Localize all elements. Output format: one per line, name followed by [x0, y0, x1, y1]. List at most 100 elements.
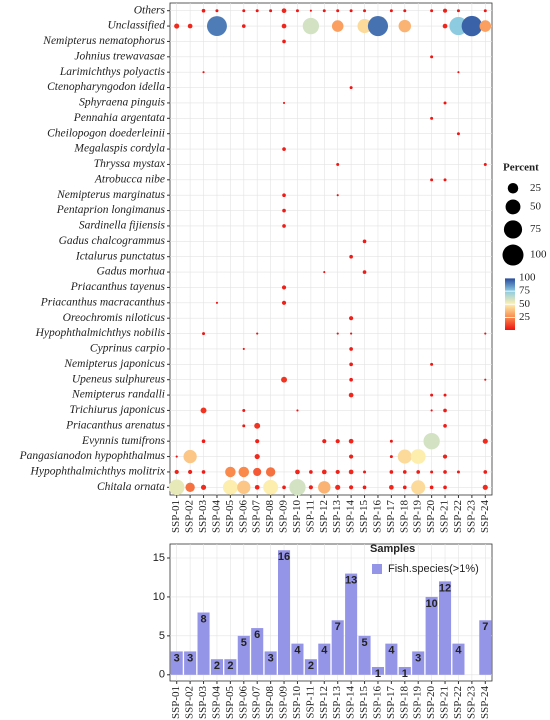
- bubble: [349, 347, 353, 351]
- bubble: [269, 9, 273, 13]
- bubble: [349, 362, 353, 367]
- x-tick-label: SSP-16: [371, 500, 383, 534]
- bar: [291, 643, 304, 675]
- bar: [385, 643, 398, 675]
- bubble: [363, 9, 367, 13]
- x-tick-label: SSP-24: [479, 686, 491, 720]
- bubble: [331, 20, 344, 32]
- bubble: [281, 300, 287, 305]
- bubble: [349, 316, 354, 321]
- bubble: [302, 17, 320, 35]
- legend-size-key: [503, 220, 523, 239]
- bar-value-label: 1: [375, 668, 381, 680]
- bar: [345, 573, 358, 675]
- bubble: [215, 301, 219, 304]
- bubble: [308, 485, 313, 490]
- y-tick-label: Priacanthus tayenus: [70, 281, 166, 293]
- bubble: [242, 424, 246, 428]
- bubble: [263, 479, 279, 495]
- bar-value-label: 7: [335, 621, 341, 633]
- x-tick-label: SSP-10: [291, 686, 303, 720]
- legend-title: Samples: [370, 543, 415, 555]
- bubble: [402, 470, 407, 474]
- y-tick-label: 5: [159, 630, 165, 642]
- bubble: [348, 469, 354, 475]
- bar-value-label: 6: [254, 629, 260, 641]
- y-tick-label: Priacanthus arenatus: [65, 419, 165, 431]
- bar: [331, 620, 344, 675]
- bubble: [442, 8, 448, 13]
- x-tick-label: SSP-03: [197, 500, 209, 534]
- bubble: [349, 454, 354, 459]
- bubble: [174, 23, 180, 29]
- bubble: [295, 9, 299, 13]
- bubble: [254, 453, 260, 460]
- x-tick-label: SSP-01: [170, 686, 182, 719]
- bubble: [443, 423, 447, 428]
- x-tick-label: SSP-11: [304, 686, 316, 719]
- bubble: [201, 8, 206, 13]
- y-tick-label: 0: [159, 669, 165, 681]
- bar-value-label: 2: [308, 660, 314, 672]
- x-tick-label: SSP-15: [358, 500, 370, 534]
- bubble: [336, 332, 339, 335]
- bubble: [397, 449, 412, 464]
- x-tick-label: SSP-05: [224, 500, 236, 534]
- y-tick-label: Thryssa mystax: [94, 158, 166, 170]
- x-tick-label: SSP-20: [425, 686, 437, 720]
- bar: [197, 612, 210, 675]
- bubble: [461, 15, 483, 37]
- bar: [452, 643, 465, 675]
- bubble: [309, 470, 313, 474]
- x-tick-label: SSP-03: [197, 686, 209, 720]
- y-tick-label: Sardinella fijiensis: [79, 220, 166, 232]
- y-tick-label: Evynnis tumifrons: [81, 435, 165, 447]
- bubble: [185, 482, 195, 493]
- bubble: [242, 347, 245, 350]
- bubble: [362, 239, 367, 244]
- x-tick-label: SSP-06: [237, 500, 249, 534]
- x-tick-label: SSP-09: [278, 686, 290, 720]
- bubble: [242, 9, 246, 13]
- bubble: [321, 469, 327, 475]
- bar: [318, 643, 331, 675]
- bubble: [348, 392, 354, 398]
- bubble: [289, 479, 306, 496]
- legend-size-label: 100: [530, 249, 547, 261]
- bubble: [188, 469, 193, 475]
- x-tick-label: SSP-07: [251, 500, 263, 534]
- bar-value-label: 16: [278, 551, 290, 563]
- bubble: [430, 116, 434, 120]
- bubble: [282, 224, 286, 228]
- bar-value-label: 4: [294, 645, 301, 657]
- bar-value-label: 3: [415, 652, 421, 664]
- y-tick-label: Larimichthys polyactis: [59, 66, 166, 78]
- bubble: [323, 271, 326, 274]
- bubble: [484, 332, 487, 335]
- bar-value-label: 5: [241, 637, 247, 649]
- y-tick-label: Cheilopogon doederleinii: [47, 127, 165, 139]
- bubble: [443, 470, 447, 474]
- bar-value-label: 7: [482, 621, 488, 633]
- bubble: [256, 332, 259, 335]
- x-tick-label: SSP-19: [412, 500, 424, 534]
- bar: [439, 581, 452, 675]
- y-tick-label: Ictalurus punctatus: [75, 250, 166, 262]
- x-tick-label: SSP-08: [264, 500, 276, 534]
- bubble: [174, 469, 179, 475]
- bubble: [430, 178, 434, 182]
- bar-value-label: 4: [388, 645, 395, 657]
- bubble: [206, 16, 227, 37]
- bubble: [349, 254, 353, 259]
- bubble: [255, 439, 260, 444]
- x-tick-label: SSP-09: [278, 500, 290, 534]
- bubble: [187, 23, 193, 29]
- x-tick-label: SSP-15: [358, 686, 370, 720]
- bubble: [281, 376, 288, 383]
- bar-value-label: 2: [227, 660, 233, 672]
- bubble: [389, 9, 393, 13]
- legend-size-label: 50: [530, 200, 542, 212]
- x-tick-label: SSP-02: [184, 686, 196, 719]
- x-tick-label: SSP-19: [412, 686, 424, 720]
- bar-value-label: 4: [455, 645, 462, 657]
